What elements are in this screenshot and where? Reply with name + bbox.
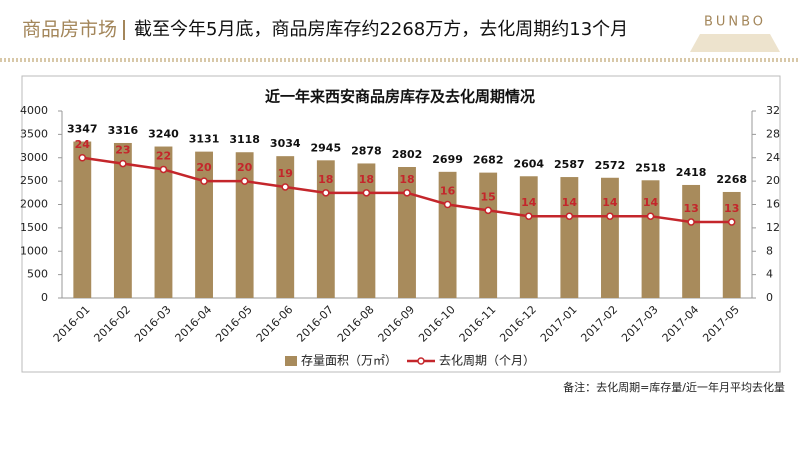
y2-tick-label: 8 xyxy=(766,244,773,257)
line-value-label: 14 xyxy=(562,196,578,209)
y2-tick-label: 20 xyxy=(766,174,780,187)
bar xyxy=(601,177,619,298)
bar xyxy=(73,141,92,298)
y-tick-label: 500 xyxy=(27,268,48,281)
y2-tick-label: 0 xyxy=(766,291,773,304)
bar-value-label: 3240 xyxy=(148,128,179,141)
bar xyxy=(641,180,660,298)
y-tick-label: 3500 xyxy=(20,127,48,140)
line-marker xyxy=(646,212,655,220)
bar-value-label: 2682 xyxy=(473,154,504,167)
line-marker xyxy=(727,218,736,226)
line-marker xyxy=(687,218,695,226)
line-marker xyxy=(565,212,574,220)
bar-value-label: 3347 xyxy=(67,123,98,136)
line-value-label: 19 xyxy=(278,167,293,180)
bar xyxy=(722,191,741,298)
legend-label: 去化周期（个月） xyxy=(439,354,535,368)
y2-tick-label: 16 xyxy=(766,198,780,211)
bar xyxy=(357,163,376,298)
bar-value-label: 2268 xyxy=(716,173,747,186)
line-value-label: 15 xyxy=(481,190,496,203)
line-marker xyxy=(362,189,371,197)
bar-value-label: 2699 xyxy=(432,153,463,166)
note: 备注：去化周期=库存量/近一年月平均去化量 xyxy=(563,380,785,394)
bar-value-label: 3034 xyxy=(270,137,301,150)
line-marker xyxy=(200,177,208,185)
line-value-label: 14 xyxy=(602,196,618,209)
y2-tick-label: 28 xyxy=(766,127,780,140)
line-marker xyxy=(240,177,249,185)
slide-title: 截至今年5月底，商品房库存约2268万方，去化周期约13个月 xyxy=(134,19,628,40)
bar xyxy=(479,172,498,298)
bar-value-label: 2587 xyxy=(554,158,585,171)
line-marker xyxy=(119,159,127,168)
line-marker xyxy=(525,212,533,220)
line-value-label: 18 xyxy=(399,173,414,186)
y2-tick-label: 32 xyxy=(766,104,780,117)
y-tick-label: 4000 xyxy=(20,104,48,117)
bar-value-label: 2802 xyxy=(392,148,423,161)
line-value-label: 20 xyxy=(196,161,212,174)
line-marker xyxy=(322,189,330,197)
line-value-label: 18 xyxy=(318,173,333,186)
y2-tick-label: 12 xyxy=(766,221,780,234)
line-value-label: 16 xyxy=(440,185,456,198)
bar-value-label: 3131 xyxy=(189,133,220,146)
legend-label: 存量面积（万㎡） xyxy=(301,354,397,368)
bar-value-label: 2418 xyxy=(676,166,707,179)
line-marker xyxy=(484,206,492,215)
bar xyxy=(519,176,538,298)
line-value-label: 23 xyxy=(115,144,130,157)
bar xyxy=(113,142,132,298)
line-marker xyxy=(281,183,289,191)
line-value-label: 13 xyxy=(683,202,698,215)
bar-value-label: 2878 xyxy=(351,144,382,157)
legend-swatch xyxy=(285,356,297,366)
line-value-label: 18 xyxy=(359,173,374,186)
y-tick-label: 1500 xyxy=(20,221,48,234)
bar-value-label: 2945 xyxy=(311,141,342,154)
line-value-label: 14 xyxy=(643,196,659,209)
line-value-label: 22 xyxy=(156,149,171,162)
bar xyxy=(398,167,416,298)
line-value-label: 24 xyxy=(75,138,91,151)
bar-value-label: 2518 xyxy=(635,161,666,174)
logo-pattern xyxy=(690,34,780,52)
bar xyxy=(276,156,295,298)
section-title: 商品房市场 xyxy=(22,19,117,41)
line-marker xyxy=(78,154,87,162)
bar xyxy=(682,184,701,298)
line-value-label: 14 xyxy=(521,196,537,209)
bar xyxy=(235,152,254,298)
bar-value-label: 3118 xyxy=(229,133,260,146)
legend-marker xyxy=(417,357,425,365)
bar-value-label: 2572 xyxy=(595,159,626,172)
bar-value-label: 2604 xyxy=(513,157,544,170)
bar xyxy=(195,151,213,298)
line-marker xyxy=(443,200,452,209)
line-value-label: 13 xyxy=(724,202,739,215)
y-tick-label: 0 xyxy=(41,291,48,304)
line-marker xyxy=(403,189,411,197)
logo: BUNBO xyxy=(704,15,766,30)
y-tick-label: 1000 xyxy=(20,244,48,257)
line-marker xyxy=(606,212,614,220)
y2-tick-label: 4 xyxy=(766,268,773,281)
bar xyxy=(154,146,173,298)
y2-tick-label: 24 xyxy=(766,151,780,164)
bar xyxy=(316,160,335,298)
line-marker xyxy=(159,165,168,174)
bar xyxy=(560,177,579,298)
chart-title: 近一年来西安商品房库存及去化周期情况 xyxy=(265,88,535,106)
y-tick-label: 2500 xyxy=(20,174,48,187)
y-tick-label: 3000 xyxy=(20,151,48,164)
y-tick-label: 2000 xyxy=(20,198,48,211)
line-value-label: 20 xyxy=(237,161,253,174)
bar-value-label: 3316 xyxy=(108,124,139,137)
